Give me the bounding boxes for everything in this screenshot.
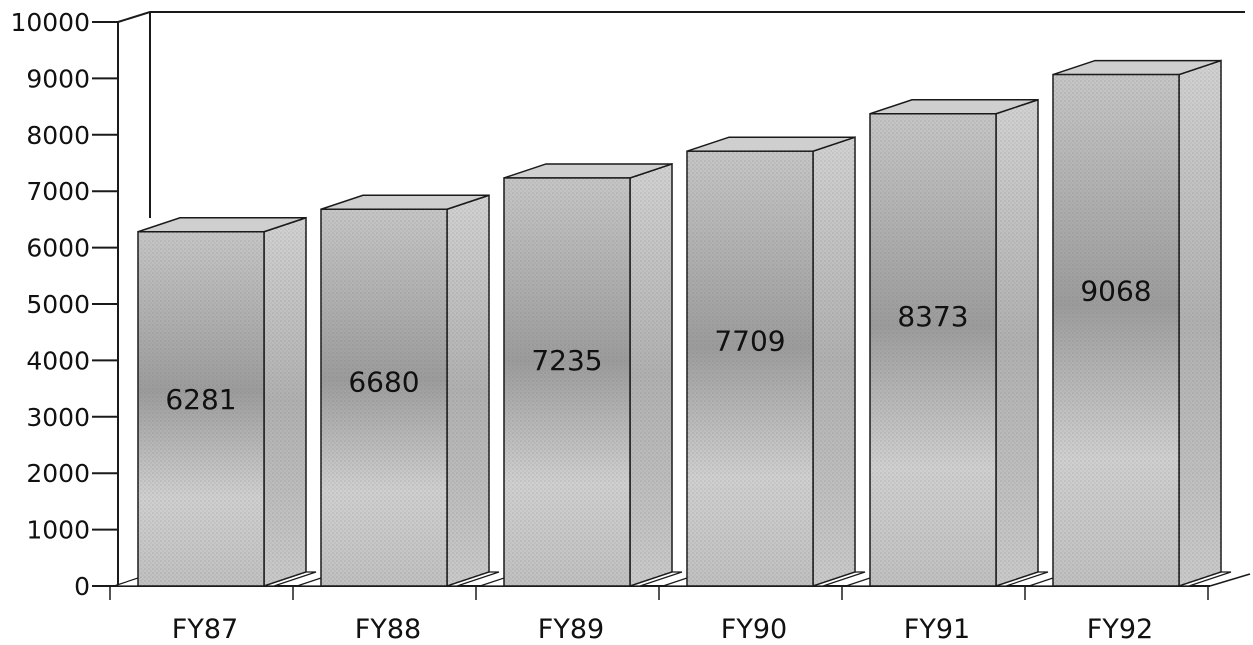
bar-data-label: 7235 — [531, 344, 602, 377]
bar-side-texture — [1179, 60, 1221, 586]
labels: 0 1000 2000 3000 4000 5000 6000 7000 8000 9000 100… — [10, 8, 1153, 645]
bar-side-texture — [447, 195, 489, 587]
x-category-label: FY91 — [904, 614, 970, 645]
y-tick-label: 10000 — [10, 8, 90, 37]
bar-data-label: 6281 — [165, 383, 236, 416]
y-tick-label: 1000 — [26, 516, 90, 545]
bar-front-texture — [321, 209, 447, 587]
x-category-label: FY89 — [538, 614, 604, 645]
y-tick-label: 5000 — [26, 290, 90, 319]
x-category-label: FY88 — [355, 614, 421, 645]
y-tick-label: 8000 — [26, 121, 90, 150]
bar-side-texture — [813, 137, 855, 586]
y-tick-label: 9000 — [26, 64, 90, 93]
back-wall-top-edge — [117, 11, 1245, 23]
bars — [113, 59, 1232, 588]
y-tick-label: 7000 — [26, 177, 90, 206]
y-tick-label: 2000 — [26, 459, 90, 488]
floor-edge-right — [1209, 573, 1251, 587]
bar-front-texture — [1053, 74, 1179, 587]
bar-side-texture — [996, 99, 1038, 586]
bar-data-label: 8373 — [897, 300, 968, 333]
bar-data-label: 6680 — [348, 366, 419, 399]
x-category-label: FY90 — [721, 614, 787, 645]
bar-data-label: 9068 — [1080, 274, 1151, 307]
bar-side-texture — [264, 217, 306, 587]
y-tick-label: 0 — [74, 572, 90, 601]
x-category-label: FY92 — [1087, 614, 1153, 645]
axes — [92, 11, 1251, 600]
y-tick-label: 3000 — [26, 403, 90, 432]
bar-front-texture — [687, 151, 813, 586]
x-category-label: FY87 — [172, 614, 238, 645]
bar-front-texture — [138, 231, 264, 587]
bar-side-texture — [630, 163, 672, 587]
bar-front-texture — [870, 113, 996, 586]
bar-data-label: 7709 — [714, 325, 785, 358]
bar-front-texture — [504, 177, 630, 587]
y-tick-label: 4000 — [26, 346, 90, 375]
y-tick-label: 6000 — [26, 234, 90, 263]
